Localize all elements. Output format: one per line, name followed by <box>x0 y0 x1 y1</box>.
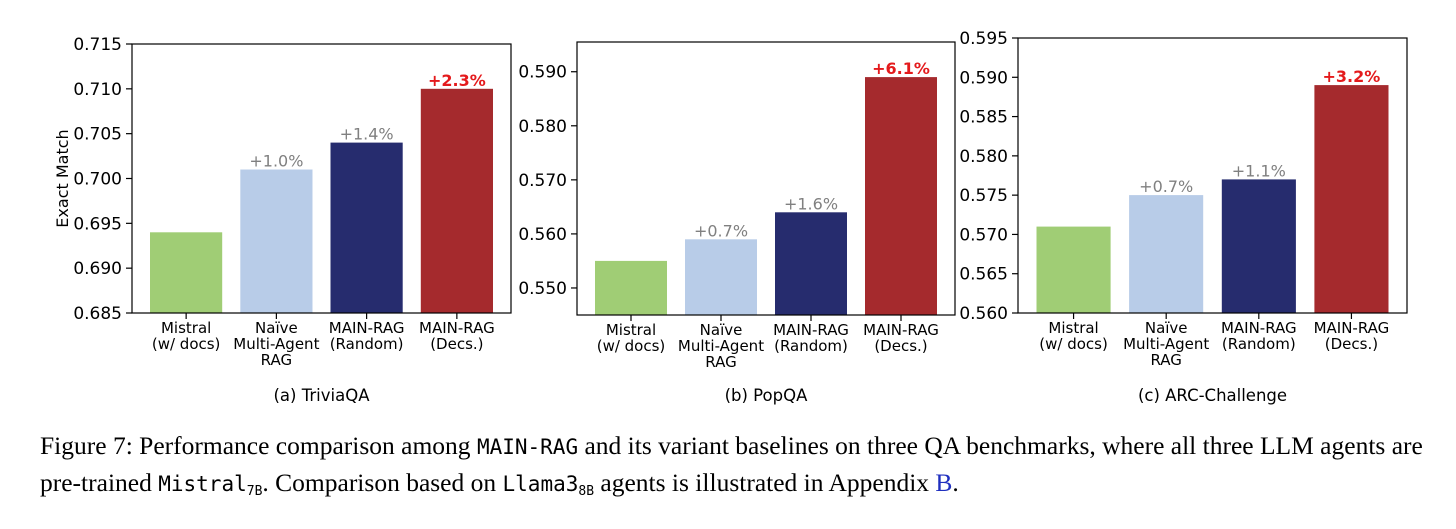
chart-panel-1: +1.0% +1.4% +2.3% 0.685 0.690 0.695 0.700 0.705… <box>53 35 512 405</box>
data-label-main-rag-random: +1.4% <box>340 125 394 144</box>
y-tick-label: 0.585 <box>959 108 1008 128</box>
bar-main-rag-random <box>775 212 847 315</box>
panel-subtitle: (b) PopQA <box>725 386 809 405</box>
y-tick-label: 0.695 <box>73 214 122 234</box>
y-tick-label: 0.710 <box>73 80 122 100</box>
x-tick-label-main-rag-decs: MAIN-RAG (Decs.) <box>863 321 939 355</box>
bar-mistral <box>150 232 223 313</box>
y-tick-label: 0.560 <box>959 304 1008 324</box>
panel-subtitle: (a) TriviaQA <box>274 386 371 405</box>
x-tick-label-main-rag-random: MAIN-RAG (Random) <box>773 321 849 355</box>
caption-text-1: Figure 7: Performance comparison among <box>40 431 477 460</box>
y-tick-label: 0.685 <box>73 304 122 324</box>
y-tick-label: 0.570 <box>959 225 1008 245</box>
x-tick-label-naive-multi-agent: Naïve Multi-Agent RAG <box>1123 319 1209 369</box>
y-tick-label: 0.590 <box>959 68 1008 88</box>
caption-text-2: and its variant baselines on three QA be… <box>40 431 1423 497</box>
x-tick-label-naive-multi-agent: Naïve Multi-Agent RAG <box>233 319 319 369</box>
panel-subtitle: (c) ARC-Challenge <box>1138 386 1287 405</box>
y-tick-label: 0.570 <box>518 171 567 191</box>
x-tick-label-main-rag-random: MAIN-RAG (Random) <box>1221 319 1297 353</box>
data-label-naive-multi-agent: +1.0% <box>249 152 303 171</box>
y-tick-label: 0.595 <box>959 29 1008 49</box>
bar-naive-multi-agent <box>1129 195 1204 313</box>
bar-mistral <box>1036 226 1111 313</box>
caption-code-llama3: Llama3 <box>502 472 579 496</box>
y-tick-label: 0.590 <box>518 63 567 83</box>
caption-code-mistral: Mistral <box>158 472 247 496</box>
y-tick-label: 0.580 <box>518 117 567 137</box>
caption-text-3: . Comparison based on <box>262 468 503 497</box>
axes-frame <box>576 41 956 316</box>
data-label-naive-multi-agent: +0.7% <box>1139 177 1193 196</box>
y-axis-label: Exact Match <box>53 129 72 227</box>
y-tick-label: 0.575 <box>959 186 1008 206</box>
caption-sub-7b: 7B <box>246 484 263 499</box>
data-label-main-rag-random: +1.6% <box>784 194 838 213</box>
bar-main-rag-decs <box>1314 85 1389 313</box>
x-tick-label-mistral: Mistral (w/ docs) <box>597 321 666 355</box>
data-label-main-rag-decs: +6.1% <box>872 59 930 78</box>
bar-main-rag-decs <box>420 88 493 313</box>
bar-naive-multi-agent <box>240 169 313 313</box>
bar-naive-multi-agent <box>685 239 757 315</box>
caption-sub-8b: 8B <box>578 484 595 499</box>
y-tick-label: 0.565 <box>959 265 1008 285</box>
y-tick-label: 0.560 <box>518 225 567 245</box>
caption-code-main-rag: MAIN-RAG <box>476 435 579 459</box>
figure-caption: Figure 7: Performance comparison among M… <box>40 428 1430 510</box>
data-label-main-rag-decs: +3.2% <box>1323 67 1381 86</box>
bar-main-rag-random <box>1221 179 1296 313</box>
appendix-link[interactable]: B <box>935 468 953 497</box>
caption-text-4: agents is illustrated in Appendix <box>594 468 936 497</box>
chart-panel-3: +0.7% +1.1% +3.2% 0.560 0.565 0.570 0.575 0.580… <box>959 29 1408 405</box>
data-label-main-rag-random: +1.1% <box>1232 161 1286 180</box>
x-tick-label-main-rag-decs: MAIN-RAG (Decs.) <box>419 319 495 353</box>
bar-mistral <box>595 260 667 315</box>
bar-main-rag-random <box>330 142 403 313</box>
y-tick-label: 0.580 <box>959 147 1008 167</box>
y-tick-label: 0.715 <box>73 35 122 55</box>
x-tick-label-mistral: Mistral (w/ docs) <box>1039 319 1108 353</box>
y-tick-label: 0.705 <box>73 125 122 145</box>
y-tick-label: 0.690 <box>73 259 122 279</box>
data-label-main-rag-decs: +2.3% <box>428 71 486 90</box>
x-tick-label-main-rag-decs: MAIN-RAG (Decs.) <box>1314 319 1390 353</box>
x-tick-label-main-rag-random: MAIN-RAG (Random) <box>329 319 405 353</box>
axes-frame <box>1017 37 1408 314</box>
data-label-naive-multi-agent: +0.7% <box>694 221 748 240</box>
y-tick-label: 0.700 <box>73 170 122 190</box>
caption-text-5: . <box>952 468 959 497</box>
x-tick-label-mistral: Mistral (w/ docs) <box>152 319 221 353</box>
x-tick-label-naive-multi-agent: Naïve Multi-Agent RAG <box>678 321 764 371</box>
bar-main-rag-decs <box>865 77 937 315</box>
chart-panel-2: +0.7% +1.6% +6.1% 0.550 0.560 0.570 0.580 0.590… <box>518 41 956 405</box>
y-tick-label: 0.550 <box>518 279 567 299</box>
